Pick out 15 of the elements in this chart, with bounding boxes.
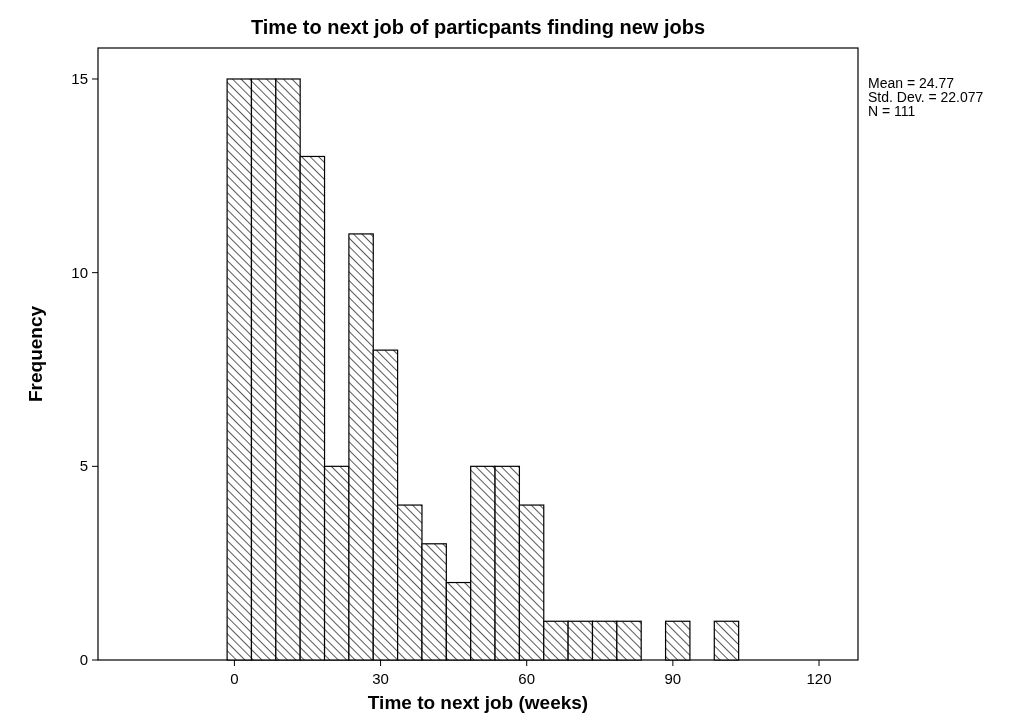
x-tick-label: 90 xyxy=(664,670,682,687)
chart-title: Time to next job of particpants finding new jobs xyxy=(250,16,706,38)
y-tick-label: 15 xyxy=(71,69,88,87)
y-axis-title: Frequency xyxy=(25,305,46,403)
x-tick-label: 60 xyxy=(518,670,536,687)
text: Std. Dev. = 22.077 xyxy=(868,89,984,105)
text: Mean = 24.77 xyxy=(868,75,955,91)
y-tick-label: 5 xyxy=(79,457,88,475)
y-tick-label: 0 xyxy=(79,651,88,668)
y-tick-label: 10 xyxy=(71,263,88,281)
x-tick-label: 120 xyxy=(806,670,832,687)
x-axis-title: Time to next job (weeks) xyxy=(367,692,589,713)
x-tick-label: 30 xyxy=(372,670,389,687)
text: N = 111 xyxy=(868,103,916,119)
x-tick-label: 0 xyxy=(230,670,239,687)
